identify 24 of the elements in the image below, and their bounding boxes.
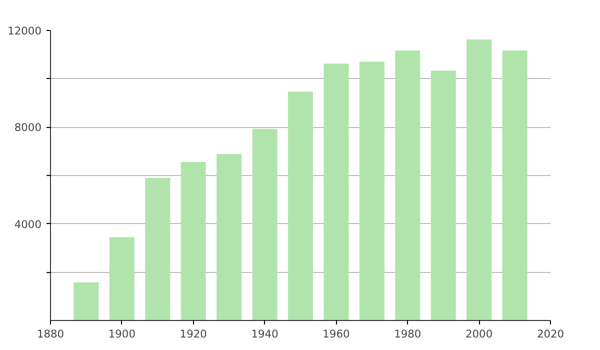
x-tick-label: 1960 — [322, 328, 350, 340]
x-tick-label: 1920 — [180, 328, 208, 340]
x-tick-label: 1900 — [108, 328, 136, 340]
bar — [502, 50, 528, 320]
bar — [359, 62, 384, 320]
bar — [216, 154, 242, 320]
bar — [109, 237, 134, 320]
bar — [430, 70, 456, 320]
x-tick-label: 2000 — [466, 328, 493, 340]
bar — [395, 50, 420, 320]
x-tick-label: 1980 — [394, 328, 422, 340]
bar — [252, 128, 278, 320]
y-tick-label: 4000 — [14, 218, 42, 231]
x-tick-label: 1880 — [36, 328, 64, 340]
bar — [180, 162, 206, 320]
bar — [324, 64, 349, 320]
bar — [74, 282, 99, 320]
bar — [145, 178, 170, 320]
bar — [288, 92, 313, 320]
x-tick-label: 2020 — [536, 328, 564, 340]
bar — [466, 39, 492, 320]
y-tick-label: 8000 — [14, 121, 42, 134]
x-tick-label: 1940 — [251, 328, 279, 340]
y-tick-label: 12000 — [8, 24, 42, 38]
